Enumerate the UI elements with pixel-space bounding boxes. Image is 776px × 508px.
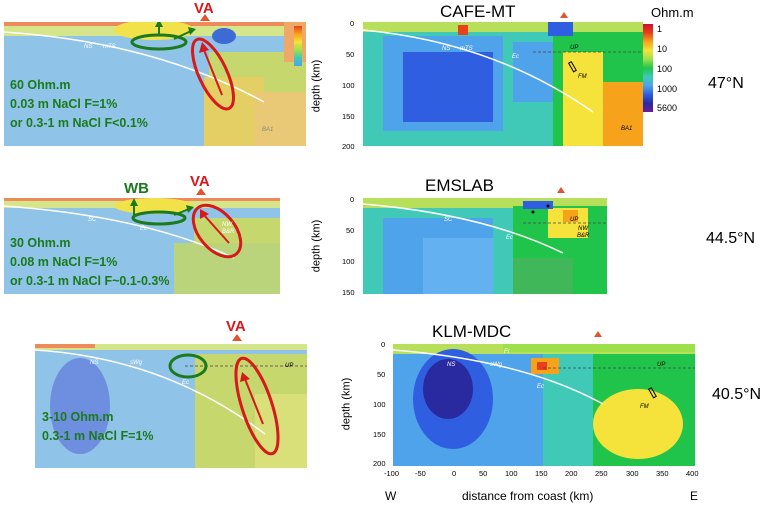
row2-y-axis-title: depth (km) [310,219,323,273]
model-label-sc: SC [88,217,97,223]
row1-depth-tick: 100 [342,81,355,90]
row3-depth-tick: 100 [373,400,386,409]
volcano-icon [594,331,602,337]
model-label-up: UP [570,45,579,51]
row2-latitude: 44.5°N [706,230,756,247]
x-tick: 100 [505,469,518,478]
x-axis-title: distance from coast (km) [462,489,594,503]
row3-annotation-1: 3-10 Ohm.m [42,410,114,424]
row1-va-label: VA [194,0,214,17]
row1-latitude: 47°N [708,75,744,92]
model-label-nw: NW [578,226,588,232]
row1-annotation-3: or 0.3-1 m NaCl F<0.1% [10,116,148,130]
x-tick: 150 [535,469,548,478]
row1-depth-tick: 150 [342,112,355,121]
row3-title: KLM-MDC [432,322,512,341]
model-label-ns: NS [84,44,93,50]
x-tick: -100 [384,469,400,478]
model-label-ns: NS [447,362,456,368]
row3-depth-tick: 150 [373,430,386,439]
model-label-mts: mTS [460,46,473,52]
model-label-ba1: BA1 [621,126,633,132]
row1-left-colorbar-strip [294,26,302,66]
row1-depth-tick: 50 [346,50,355,59]
model-label-ec: Ec [506,235,514,241]
row3-va-label: VA [226,318,246,335]
model-label-ec: Ec [140,226,148,232]
row3-annotation-2: 0.3-1 m NaCl F=1% [42,429,154,443]
colorbar-tick: 1 [657,24,663,34]
west-label: W [385,489,397,503]
model-label-mts: mTS [103,44,116,50]
row2-annotation-2: 0.08 m NaCl F=1% [10,255,118,269]
row2-depth-tick: 0 [350,195,355,204]
model-label-up: UP [285,363,294,369]
colorbar-tick: 100 [657,64,673,74]
row2-depth-tick: 100 [342,257,355,266]
volcano-icon [200,14,210,21]
east-label: E [690,489,699,503]
model-label-ec: Ec [537,384,545,390]
colorbar-tick: 10 [657,44,668,54]
model-label-ns: NS [90,360,99,366]
model-label-up: UP [570,217,579,223]
x-tick: 300 [626,469,639,478]
row1-annotation-1: 60 Ohm.m [10,78,71,92]
model-label-br: B&R [222,229,235,235]
model-label-fm: FM [578,74,587,80]
x-tick: 400 [686,469,699,478]
row1-y-axis-title: depth (km) [310,59,323,113]
x-tick: 350 [656,469,669,478]
row3-model-panel [393,344,695,466]
row2-depth-tick: 50 [346,226,355,235]
model-label-ec: Ec [182,380,190,386]
row3-latitude: 40.5°N [712,386,762,403]
row2-annotation-3: or 0.3-1 m NaCl F~0.1-0.3% [10,274,170,288]
row2-title: EMSLAB [425,176,494,195]
row2-depth-tick: 150 [342,288,355,297]
model-label-swg: sWg [490,362,502,368]
model-label-fm: FM [640,404,649,410]
model-label-br: B&R [577,233,590,239]
colorbar-unit: Ohm.m [651,5,694,20]
row2-left-panel [4,198,280,294]
x-tick: 50 [479,469,488,478]
model-label-ec: Ec [512,54,520,60]
colorbar-tick: 5600 [657,103,678,113]
row2-annotation-1: 30 Ohm.m [10,236,71,250]
model-label-swg: sWg [130,360,142,366]
x-tick: 200 [565,469,578,478]
model-label-fr: Fr [504,349,510,355]
row2-model-panel [363,198,607,294]
colorbar-gradient [641,24,653,112]
x-tick: 250 [595,469,608,478]
row1-model-panel [363,22,643,146]
row1-left-panel [4,22,306,146]
row1-annotation-2: 0.03 m NaCl F=1% [10,97,118,111]
model-label-ns: NS [442,46,451,52]
row1-depth-tick: 0 [350,19,355,28]
row3-depth-tick: 0 [381,340,386,349]
model-label-ba1: BA1 [262,127,274,133]
model-label-nw: NW [222,222,232,228]
model-label-sc: SC [444,217,453,223]
row2-va-label: VA [190,173,210,190]
volcano-icon [560,12,568,18]
colorbar [641,24,653,112]
row1-title: CAFE-MT [440,2,516,21]
row3-depth-tick: 200 [373,459,386,468]
volcano-icon [196,188,206,195]
model-label-up: UP [657,362,666,368]
row3-left-panel [35,344,307,468]
row3-y-axis-title: depth (km) [340,377,353,431]
colorbar-tick: 1000 [657,84,678,94]
row3-depth-tick: 50 [377,370,386,379]
volcano-icon [232,334,242,341]
volcano-icon [557,187,565,193]
row1-depth-tick: 200 [342,142,355,151]
x-tick: 0 [452,469,457,478]
x-tick: -50 [415,469,426,478]
row2-wb-label: WB [124,180,149,197]
